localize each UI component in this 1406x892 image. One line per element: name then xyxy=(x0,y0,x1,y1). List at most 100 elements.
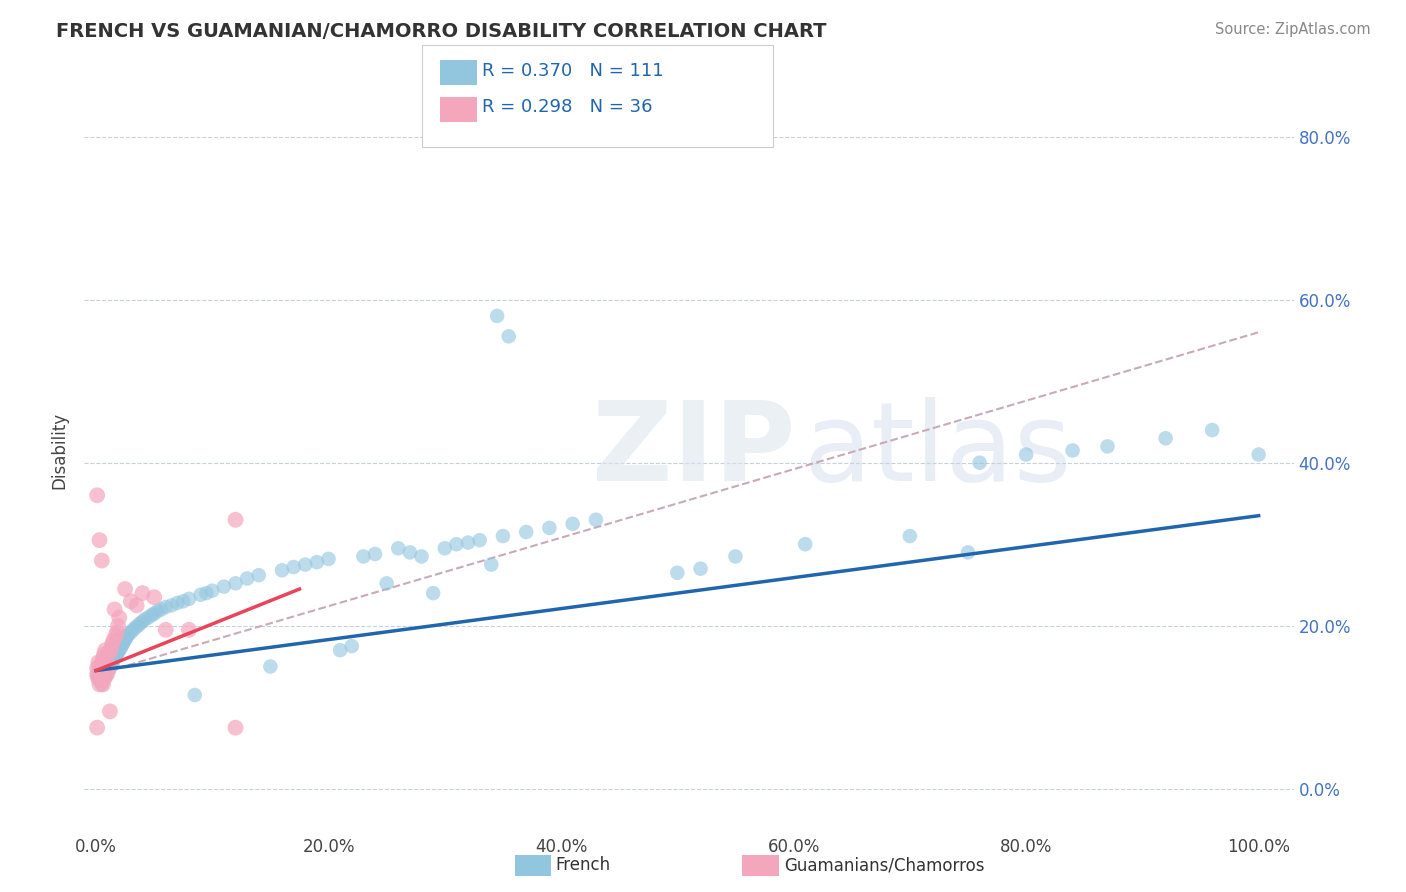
Point xyxy=(104,639,127,653)
Point xyxy=(91,669,114,683)
Point xyxy=(90,553,112,567)
Point xyxy=(94,666,117,681)
Point xyxy=(422,586,444,600)
Point xyxy=(91,677,114,691)
Point xyxy=(305,555,328,569)
Point xyxy=(247,568,270,582)
Point xyxy=(225,513,247,527)
Point xyxy=(101,637,124,651)
Point xyxy=(146,604,169,618)
Point xyxy=(364,547,387,561)
Point xyxy=(107,619,129,633)
Point xyxy=(97,649,120,664)
Point xyxy=(125,599,148,613)
Point xyxy=(117,627,139,641)
Point xyxy=(724,549,747,564)
Point xyxy=(108,631,131,645)
Text: Source: ZipAtlas.com: Source: ZipAtlas.com xyxy=(1215,22,1371,37)
Point xyxy=(136,610,159,624)
Point xyxy=(120,625,142,640)
Point xyxy=(294,558,316,572)
Point xyxy=(100,641,122,656)
Point xyxy=(101,643,124,657)
Point xyxy=(1097,439,1119,453)
Point xyxy=(794,537,817,551)
Point xyxy=(143,607,166,621)
Point xyxy=(86,721,108,735)
Point xyxy=(87,672,110,686)
Point xyxy=(479,558,502,572)
Point xyxy=(90,666,112,681)
Point xyxy=(399,545,422,559)
Point xyxy=(666,566,689,580)
Point xyxy=(115,631,138,645)
Point xyxy=(515,524,537,539)
Point xyxy=(689,562,711,576)
Text: Guamanians/Chamorros: Guamanians/Chamorros xyxy=(785,856,986,874)
Point xyxy=(150,602,173,616)
Point xyxy=(90,664,112,678)
Point xyxy=(110,641,132,656)
Point xyxy=(486,309,509,323)
Text: French: French xyxy=(555,856,610,874)
Point xyxy=(97,653,120,667)
Point xyxy=(97,666,120,681)
Point xyxy=(93,672,115,686)
Point xyxy=(492,529,515,543)
Point xyxy=(89,659,111,673)
Point xyxy=(96,669,118,683)
Point xyxy=(184,688,207,702)
Point xyxy=(141,608,163,623)
Point xyxy=(114,582,136,596)
Point xyxy=(117,628,139,642)
Point xyxy=(172,594,194,608)
Point xyxy=(225,721,247,735)
Point xyxy=(89,669,111,683)
Point xyxy=(283,560,305,574)
Point xyxy=(120,594,142,608)
Point xyxy=(89,664,111,678)
Point xyxy=(129,616,152,631)
Point xyxy=(1247,448,1270,462)
Point xyxy=(86,488,108,502)
Point xyxy=(110,639,132,653)
Text: R = 0.298   N = 36: R = 0.298 N = 36 xyxy=(482,98,652,116)
Point xyxy=(134,612,156,626)
Point xyxy=(387,541,409,556)
Point xyxy=(411,549,433,564)
Point xyxy=(104,628,127,642)
Point xyxy=(190,588,212,602)
Text: FRENCH VS GUAMANIAN/CHAMORRO DISABILITY CORRELATION CHART: FRENCH VS GUAMANIAN/CHAMORRO DISABILITY … xyxy=(56,22,827,41)
Point xyxy=(108,610,131,624)
Point xyxy=(131,615,153,629)
Point xyxy=(90,677,112,691)
Point xyxy=(259,659,281,673)
Point xyxy=(105,635,128,649)
Point xyxy=(122,623,145,637)
Point xyxy=(97,661,120,675)
Point xyxy=(93,672,115,686)
Point xyxy=(195,586,218,600)
Point xyxy=(104,637,127,651)
Point xyxy=(103,633,125,648)
Point xyxy=(101,657,124,672)
Point xyxy=(1154,431,1177,445)
Point xyxy=(1062,443,1084,458)
Point xyxy=(112,635,135,649)
Point xyxy=(124,620,146,634)
Point xyxy=(107,633,129,648)
Point xyxy=(177,591,200,606)
Point xyxy=(98,704,121,718)
Point xyxy=(340,639,363,653)
Point xyxy=(104,651,127,665)
Point xyxy=(103,641,125,656)
Point xyxy=(98,647,121,661)
Point xyxy=(89,677,111,691)
Point xyxy=(105,647,128,661)
Point xyxy=(96,651,118,665)
Point xyxy=(97,664,120,678)
Point xyxy=(93,647,115,661)
Point xyxy=(127,619,149,633)
Point xyxy=(318,552,340,566)
Point xyxy=(177,623,200,637)
